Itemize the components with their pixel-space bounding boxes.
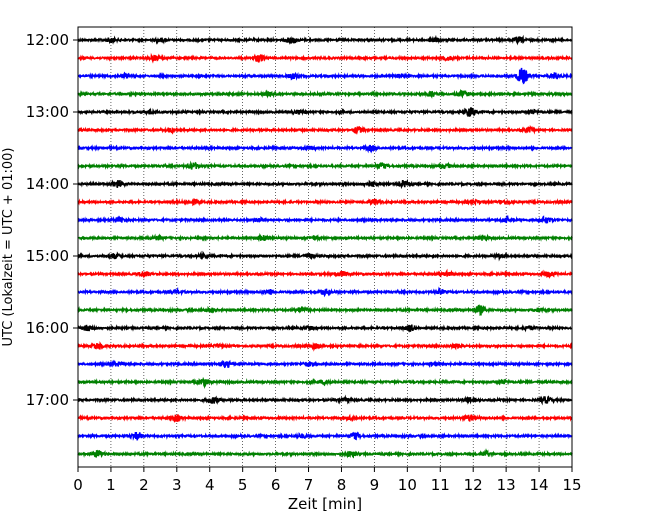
trace-1400 — [77, 178, 573, 190]
trace-1700 — [77, 394, 573, 406]
y-tick-label-4: 16:00 — [26, 319, 69, 337]
trace-1245 — [77, 89, 573, 99]
x-tick-label-15: 15 — [562, 476, 581, 494]
x-tick-label-10: 10 — [398, 476, 417, 494]
seismogram-traces — [77, 34, 573, 459]
x-tick-label-12: 12 — [464, 476, 483, 494]
x-tick-label-2: 2 — [139, 476, 149, 494]
trace-1230 — [77, 67, 573, 85]
x-tick-label-3: 3 — [172, 476, 182, 494]
y-tick-label-5: 17:00 — [26, 391, 69, 409]
trace-1530 — [77, 286, 573, 298]
trace-1515 — [77, 268, 573, 279]
x-tick-label-14: 14 — [530, 476, 549, 494]
trace-1300 — [77, 107, 573, 118]
trace-1745 — [77, 448, 573, 459]
plot-frame — [77, 26, 573, 468]
x-tick-label-6: 6 — [271, 476, 281, 494]
trace-1200 — [77, 34, 573, 46]
x-tick-label-13: 13 — [497, 476, 516, 494]
x-tick-label-9: 9 — [370, 476, 380, 494]
x-tick-label-5: 5 — [238, 476, 248, 494]
trace-1645 — [77, 376, 573, 390]
y-tick-label-1: 13:00 — [26, 103, 69, 121]
trace-1545 — [77, 304, 573, 317]
trace-1330 — [77, 143, 573, 154]
x-tick-label-0: 0 — [73, 476, 83, 494]
x-tick-label-11: 11 — [431, 476, 450, 494]
y-tick-label-2: 14:00 — [26, 175, 69, 193]
y-tick-label-0: 12:00 — [26, 31, 69, 49]
y-tick-label-3: 15:00 — [26, 247, 69, 265]
trace-1730 — [77, 431, 573, 441]
trace-1315 — [77, 124, 573, 135]
trace-1345 — [77, 160, 573, 171]
x-tick-label-8: 8 — [337, 476, 347, 494]
trace-1445 — [77, 232, 573, 243]
x-tick-label-4: 4 — [205, 476, 215, 494]
trace-1430 — [77, 214, 573, 224]
trace-1500 — [77, 250, 573, 262]
trace-1715 — [77, 413, 573, 423]
x-axis-ticks: 0 1 2 3 4 5 6 7 8 9 10 11 12 13 14 15 — [73, 467, 582, 494]
y-axis-label: UTC (Lokalzeit = UTC + 01:00) — [1, 148, 16, 347]
trace-1615 — [77, 341, 573, 352]
y-axis-ticks: 12:00 13:00 14:00 15:00 16:00 17:00 — [26, 31, 78, 409]
x-tick-label-7: 7 — [304, 476, 314, 494]
trace-1630 — [77, 359, 573, 369]
vertical-gridlines — [110, 27, 540, 467]
x-axis-label: Zeit [min] — [288, 495, 362, 513]
x-tick-label-1: 1 — [106, 476, 116, 494]
trace-1415 — [77, 198, 573, 207]
trace-1215 — [77, 52, 573, 64]
trace-1600 — [77, 324, 573, 333]
